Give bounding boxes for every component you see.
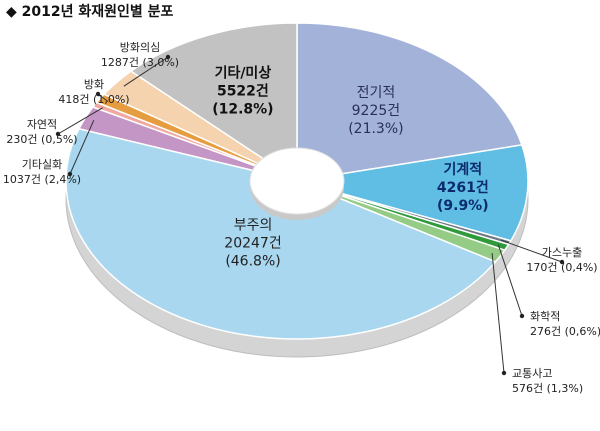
leader-line-2 (501, 239, 563, 263)
slice-label-1: 기계적 (443, 161, 482, 178)
ext-label-8: 방화 (84, 78, 104, 91)
ext-label-2: 가스누출 (542, 246, 582, 259)
slice-value-5: 20247건 (224, 235, 281, 251)
slice-value-0: 9225건 (352, 103, 401, 119)
ext-value-3: 276건 (0,6%) (530, 325, 600, 338)
ext-label-7: 자연적 (27, 118, 57, 131)
pie-slices (65, 22, 529, 340)
leader-line-9 (123, 56, 169, 87)
slice-pct-5: (46.8%) (225, 253, 280, 269)
leader-line-4 (491, 253, 505, 374)
slice-value-1: 4261건 (437, 179, 489, 196)
pie-slice-0 (296, 22, 523, 182)
leader-dot-3 (519, 313, 525, 319)
ext-label-6: 기타실화 (22, 158, 62, 171)
leader-dot-9 (165, 54, 171, 60)
leader-dot-7 (55, 131, 61, 137)
ext-label-4: 교통사고 (512, 367, 552, 380)
ext-value-4: 576건 (1,3%) (512, 382, 583, 395)
ext-value-7: 230건 (0,5%) (6, 133, 77, 146)
leader-dot-2 (559, 259, 565, 265)
slice-pct-10: (12.8%) (212, 102, 273, 118)
leader-dot-4 (501, 370, 507, 376)
slice-value-10: 5522건 (217, 83, 269, 100)
ext-label-3: 화학적 (530, 310, 560, 323)
leader-dot-8 (95, 91, 101, 97)
pie-slice-1 (296, 144, 529, 242)
slice-pct-0: (21.3%) (348, 121, 403, 137)
pie-slice-10 (130, 22, 298, 182)
slice-label-5: 부주의 (234, 217, 273, 233)
ext-value-2: 170건 (0,4%) (526, 261, 597, 274)
donut-hole (249, 147, 345, 220)
pie-slice-5 (65, 128, 497, 340)
slice-pct-1: (9.9%) (437, 198, 489, 214)
ext-value-6: 1037건 (2,4%) (3, 173, 81, 186)
leader-line-3 (497, 244, 523, 317)
chart-title: ◆ 2012년 화재원인별 분포 (6, 3, 174, 20)
leader-line-7 (57, 107, 104, 135)
ext-label-9: 방화의심 (120, 41, 160, 54)
ext-value-8: 418건 (1,0%) (58, 93, 129, 106)
slice-label-0: 전기적 (357, 85, 396, 101)
ext-value-9: 1287건 (3,0%) (101, 56, 179, 69)
donut-hole-center (249, 147, 345, 215)
leader-dot-6 (67, 171, 73, 177)
slice-label-10: 기타/미상 (215, 66, 272, 82)
leader-line-6 (69, 119, 95, 175)
